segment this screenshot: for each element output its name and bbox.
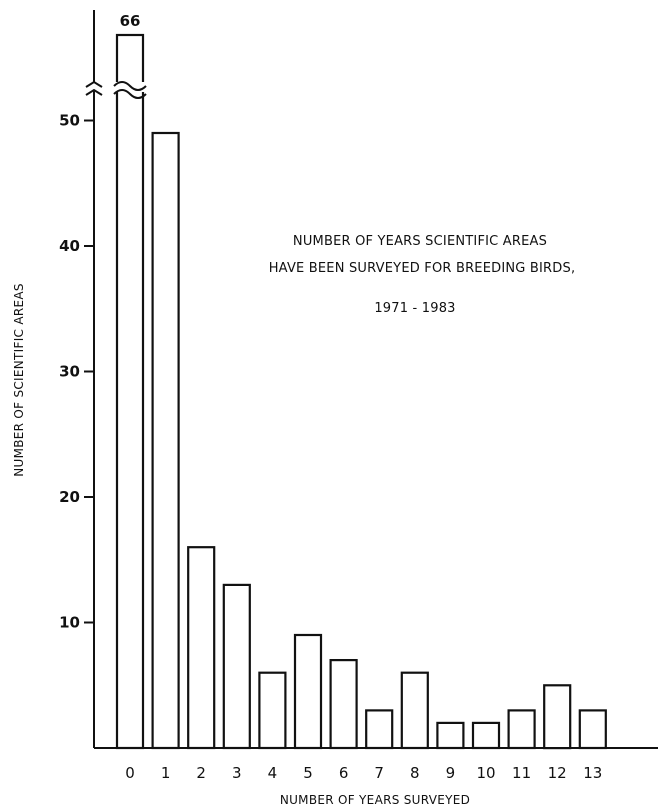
- x-tick-label-4: 4: [268, 764, 278, 782]
- bar-0: [115, 33, 145, 750]
- y-axis-break-mark-lower: [85, 88, 103, 96]
- y-tick-label-40: 40: [59, 237, 80, 255]
- x-tick-label-13: 13: [583, 764, 602, 782]
- bar-5: [293, 633, 323, 750]
- bar-1: [151, 131, 180, 750]
- x-tick-label-2: 2: [196, 764, 206, 782]
- bar-6: [329, 658, 358, 750]
- bar-12: [543, 684, 572, 750]
- x-tick-label-0: 0: [125, 764, 135, 782]
- x-tick-label-7: 7: [374, 764, 384, 782]
- x-tick-label-8: 8: [410, 764, 420, 782]
- bar-8: [400, 671, 429, 750]
- x-tick-label-9: 9: [446, 764, 456, 782]
- axes: [84, 10, 658, 749]
- data-label-0: 66: [120, 12, 141, 30]
- y-tick-label-50: 50: [59, 112, 80, 130]
- x-tick-label-5: 5: [303, 764, 313, 782]
- bar-3: [222, 583, 251, 750]
- chart-title: NUMBER OF YEARS SCIENTIFIC AREAS HAVE BE…: [269, 234, 576, 316]
- x-tick-label-10: 10: [476, 764, 495, 782]
- title-line-3: 1971 - 1983: [374, 301, 455, 316]
- title-line-2: HAVE BEEN SURVEYED FOR BREEDING BIRDS,: [269, 261, 576, 276]
- y-axis-label: NUMBER OF SCIENTIFIC AREAS: [12, 283, 26, 477]
- bars: [113, 33, 607, 750]
- bar-4: [258, 671, 287, 750]
- bar-10: [471, 721, 501, 750]
- x-tick-label-6: 6: [339, 764, 349, 782]
- x-axis-label: NUMBER OF YEARS SURVEYED: [280, 793, 470, 807]
- y-tick-label-10: 10: [59, 614, 80, 632]
- y-tick-label-20: 20: [59, 488, 80, 506]
- bar-9: [436, 721, 465, 750]
- x-tick-label-12: 12: [548, 764, 567, 782]
- bar-11: [507, 709, 536, 750]
- bar-break-mark-upper: [113, 81, 147, 91]
- bar-break-mark-lower: [113, 89, 147, 99]
- bar-7: [365, 709, 394, 750]
- x-tick-label-11: 11: [512, 764, 531, 782]
- bar-2: [187, 546, 216, 750]
- y-tick-label-30: 30: [59, 363, 80, 381]
- x-tick-label-1: 1: [161, 764, 171, 782]
- bar-13: [578, 709, 607, 750]
- title-line-1: NUMBER OF YEARS SCIENTIFIC AREAS: [293, 234, 547, 249]
- y-axis-break-mark: [85, 80, 103, 88]
- x-tick-label-3: 3: [232, 764, 242, 782]
